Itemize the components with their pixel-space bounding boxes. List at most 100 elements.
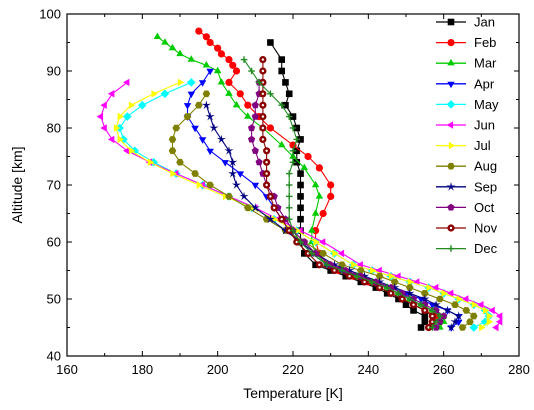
- data-point-jul: [147, 158, 155, 166]
- data-point-sep: [344, 265, 355, 275]
- data-point-jul: [170, 169, 177, 178]
- data-point-apr: [198, 137, 207, 144]
- data-point-mar: [278, 140, 286, 148]
- data-point-mar: [168, 43, 177, 51]
- data-point-jul: [479, 323, 486, 332]
- data-point-mar: [161, 38, 169, 45]
- data-point-dec: [285, 215, 293, 223]
- data-point-dec: [240, 56, 248, 63]
- data-point-oct: [327, 261, 335, 268]
- data-point-jul: [196, 181, 204, 189]
- data-point-nov: [263, 147, 271, 155]
- data-point-sep: [280, 225, 290, 235]
- data-point-jan: [267, 39, 274, 46]
- data-point-dec: [436, 312, 444, 320]
- data-point-aug: [375, 272, 384, 280]
- data-point-jun: [356, 261, 363, 269]
- data-point-aug: [357, 267, 365, 274]
- data-point-mar: [308, 226, 316, 233]
- y-tick-label: 90: [47, 64, 61, 79]
- series-line-sep: [205, 105, 460, 328]
- data-point-sep: [446, 322, 456, 332]
- data-point-feb: [327, 192, 335, 200]
- data-point-mar: [176, 49, 184, 57]
- data-point-oct: [251, 147, 259, 154]
- data-point-dec: [353, 272, 361, 280]
- data-point-aug: [458, 324, 467, 331]
- x-axis-title: Temperature [K]: [243, 385, 343, 401]
- data-point-apr: [206, 68, 214, 76]
- data-point-jun: [446, 289, 454, 297]
- data-point-mar: [213, 66, 222, 74]
- data-point-jul: [388, 272, 396, 280]
- data-point-jan: [301, 250, 308, 257]
- legend-entry-apr: Apr: [436, 76, 495, 91]
- data-point-oct: [248, 124, 256, 132]
- x-tick-label: 160: [56, 362, 78, 377]
- data-point-aug: [183, 113, 192, 120]
- data-point-dec: [406, 295, 414, 303]
- data-point-nov: [270, 204, 278, 212]
- data-point-jul: [117, 135, 124, 144]
- legend-marker-aug: [447, 162, 455, 170]
- data-point-jan: [297, 193, 304, 200]
- data-point-nov: [263, 170, 271, 178]
- data-point-nov: [259, 67, 267, 75]
- legend-entry-oct: Oct: [436, 200, 495, 215]
- data-point-nov: [278, 215, 286, 223]
- data-point-sep: [205, 111, 215, 121]
- data-point-nov: [398, 295, 406, 303]
- data-point-feb: [236, 90, 244, 98]
- data-point-jun: [431, 283, 439, 292]
- data-point-jan: [285, 90, 293, 98]
- data-point-nov: [259, 56, 267, 64]
- data-point-jul: [294, 226, 302, 235]
- legend-entry-jun: Jun: [436, 118, 495, 133]
- legend-entry-nov: Nov: [436, 221, 498, 236]
- x-tick-label: 180: [131, 362, 153, 377]
- data-point-dec: [338, 267, 346, 274]
- data-point-jun: [477, 301, 484, 309]
- data-point-jan: [312, 261, 319, 269]
- data-point-sep: [201, 100, 211, 110]
- data-point-nov: [409, 301, 418, 309]
- data-point-apr: [187, 91, 195, 99]
- data-point-nov: [266, 192, 274, 200]
- x-tick-label: 240: [357, 362, 379, 377]
- data-point-jan: [327, 267, 334, 274]
- data-point-jul: [151, 90, 158, 98]
- legend-marker-nov: [447, 224, 455, 232]
- data-point-may: [187, 78, 196, 87]
- data-point-aug: [421, 290, 429, 297]
- data-point-jun: [488, 306, 495, 315]
- data-point-sep: [360, 271, 370, 281]
- data-point-aug: [466, 318, 474, 326]
- data-point-sep: [375, 277, 385, 286]
- data-point-apr: [251, 182, 260, 190]
- legend-entry-mar: Mar: [436, 56, 497, 71]
- data-point-jan: [357, 278, 365, 286]
- series-apr: [183, 68, 463, 332]
- data-point-mar: [300, 163, 308, 170]
- data-point-jun: [107, 90, 115, 98]
- data-point-jan: [297, 170, 304, 177]
- data-point-aug: [176, 158, 184, 166]
- data-point-jul: [332, 249, 339, 258]
- data-point-dec: [293, 136, 301, 143]
- data-point-feb: [229, 61, 237, 69]
- data-point-nov: [315, 261, 323, 269]
- data-point-jan: [297, 136, 304, 143]
- data-point-sep: [442, 305, 452, 315]
- legend-label-mar: Mar: [474, 56, 497, 71]
- data-point-sep: [265, 214, 275, 224]
- data-point-oct: [251, 112, 259, 120]
- data-point-jul: [370, 266, 377, 275]
- legend-entry-dec: Dec: [436, 241, 498, 256]
- legend-label-apr: Apr: [474, 76, 495, 91]
- data-point-jan: [383, 290, 391, 297]
- data-point-aug: [462, 307, 471, 314]
- data-point-jan: [293, 124, 301, 132]
- data-point-nov: [263, 181, 271, 189]
- legend-entry-aug: Aug: [436, 159, 497, 174]
